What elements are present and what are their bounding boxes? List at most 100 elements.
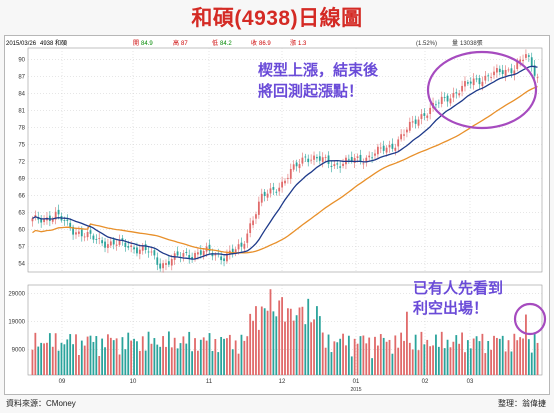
volume-bar <box>437 346 440 375</box>
volume-bar <box>217 352 220 375</box>
price-tick-label: 81 <box>18 108 25 114</box>
candle-body <box>510 68 513 74</box>
volume-bar <box>342 333 344 375</box>
volume-bar <box>86 336 89 375</box>
candle-body <box>394 147 397 151</box>
volume-bar <box>278 300 281 375</box>
volume-bar <box>371 358 373 375</box>
volume-bar <box>298 307 301 375</box>
candle-body <box>112 239 115 245</box>
candle-body <box>40 218 43 223</box>
volume-bar <box>75 334 77 375</box>
volume-bar <box>333 341 336 375</box>
candle-body <box>170 259 173 266</box>
volume-bar <box>72 344 74 375</box>
ma-long-line <box>32 85 538 254</box>
volume-bar <box>295 315 298 375</box>
candle-body <box>159 263 162 269</box>
candle-body <box>496 68 498 73</box>
candle-body <box>533 65 536 76</box>
volume-bar <box>66 339 69 375</box>
volume-bar <box>275 316 278 375</box>
volume-bar <box>104 347 106 375</box>
volume-bar <box>397 347 400 375</box>
volume-bar <box>43 343 45 375</box>
volume-bar <box>324 347 327 375</box>
month-tick-label: 03 <box>467 379 474 385</box>
candle-body <box>371 157 373 159</box>
volume-bar <box>54 333 57 375</box>
candle-body <box>472 78 475 86</box>
volume-bar <box>339 338 342 375</box>
annotation-pattern-line1: 楔型上漲，結束後 <box>258 61 379 79</box>
candle-body <box>440 96 443 104</box>
volume-bar <box>77 355 80 375</box>
volume-bar <box>287 308 289 375</box>
candle-body <box>130 245 133 247</box>
volume-bar <box>101 338 104 375</box>
candle-body <box>316 156 318 159</box>
volume-bar <box>173 337 176 375</box>
price-tick-label: 84 <box>18 91 25 97</box>
candle-body <box>321 157 324 162</box>
candle-body <box>133 247 135 250</box>
volume-bar <box>536 342 539 375</box>
candle-body <box>382 145 385 151</box>
volume-bar <box>417 350 420 375</box>
volume-bar <box>234 340 237 375</box>
volume-bar <box>292 320 295 375</box>
price-tick-label: 60 <box>18 227 25 233</box>
candle-body <box>301 157 304 164</box>
volume-bar <box>60 342 63 375</box>
volume-bar <box>237 353 240 375</box>
volume-bar <box>301 306 304 375</box>
header-field-13: 量 <box>452 40 458 47</box>
candle-body <box>298 164 301 169</box>
candle-body <box>138 249 141 254</box>
volume-bar <box>374 336 376 375</box>
month-tick-label: 10 <box>130 379 137 385</box>
month-tick-label: 02 <box>422 379 429 385</box>
candle-body <box>498 68 501 73</box>
candle-body <box>124 242 127 248</box>
candle-body <box>57 209 60 215</box>
annotation-pattern-line2: 將回測起漲點！ <box>258 82 363 100</box>
candle-body <box>490 77 493 78</box>
candle-body <box>237 244 240 250</box>
volume-bar <box>144 350 147 375</box>
candle-body <box>455 92 458 94</box>
price-panel-frame <box>27 47 543 273</box>
volume-bar <box>464 352 466 375</box>
volume-bar <box>170 347 173 375</box>
volume-bar <box>197 350 199 375</box>
header-field-12: (1.52%) <box>416 41 437 47</box>
candle-body <box>356 156 359 158</box>
candle-body <box>202 251 205 256</box>
candle-body <box>347 158 350 160</box>
volume-bar <box>530 352 533 375</box>
volume-bar <box>490 349 493 375</box>
candle-body <box>292 164 295 170</box>
volume-bar <box>185 343 188 375</box>
candle-body <box>234 249 237 255</box>
volume-bar <box>182 336 185 375</box>
candle-body <box>339 166 342 168</box>
volume-bar <box>231 349 234 375</box>
volume-bar <box>385 341 388 375</box>
volume-bar <box>107 334 109 375</box>
volume-bar <box>461 332 463 375</box>
volume-bar <box>199 339 202 375</box>
candle-body <box>223 258 225 262</box>
candle-body <box>150 251 153 253</box>
volume-bar <box>162 336 164 375</box>
volume-bar <box>304 324 307 375</box>
volume-bar <box>281 297 283 375</box>
candle-body <box>156 257 159 265</box>
candle-body <box>449 98 452 104</box>
candle-body <box>278 187 281 192</box>
volume-bar <box>469 348 472 375</box>
candle-body <box>51 218 54 222</box>
volume-bar <box>414 334 417 375</box>
header-field-5: 87 <box>181 41 188 47</box>
volume-bar <box>336 342 339 375</box>
